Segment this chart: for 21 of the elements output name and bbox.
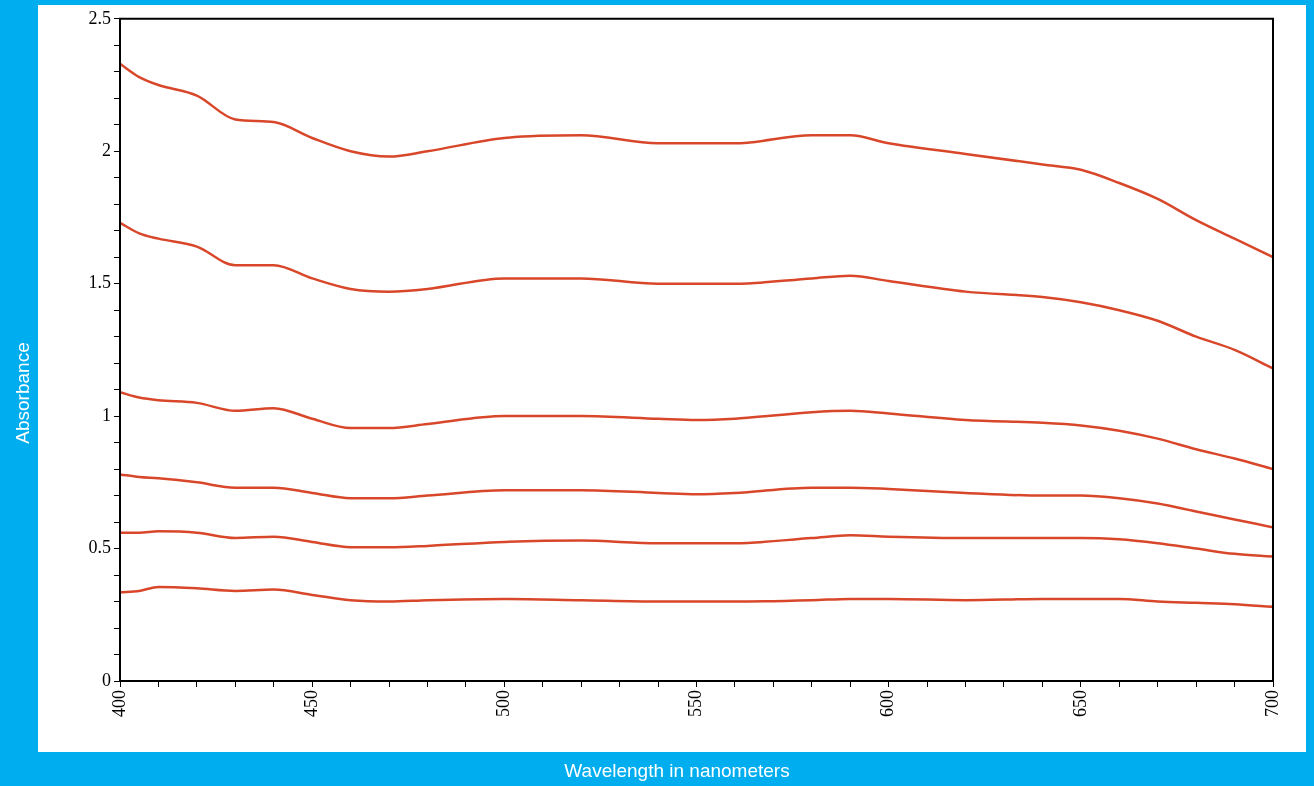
x-tick-label: 650 [1069,690,1090,717]
line-series [120,585,1273,609]
y-tick-label: 0.5 [88,537,111,558]
x-tick-label: 400 [108,690,129,717]
y-tick-label: 1 [102,404,111,425]
line-series [120,221,1273,370]
x-tick-label: 450 [300,690,321,717]
line-series [120,391,1273,471]
y-tick-label: 1.5 [88,272,111,293]
x-tick-label: 550 [685,690,706,717]
x-tick-label: 600 [877,690,898,717]
y-axis-title: Absorbance [12,342,34,444]
x-axis-title: Wavelength in nanometers [564,760,790,782]
line-series [120,530,1273,558]
y-tick-label: 2.5 [88,7,111,28]
x-tick-label: 500 [493,690,514,717]
y-tick-label: 2 [102,139,111,160]
line-series [120,62,1273,259]
line-series [120,473,1273,529]
y-tick-label: 0 [102,669,111,690]
x-tick-label: 700 [1261,690,1282,717]
